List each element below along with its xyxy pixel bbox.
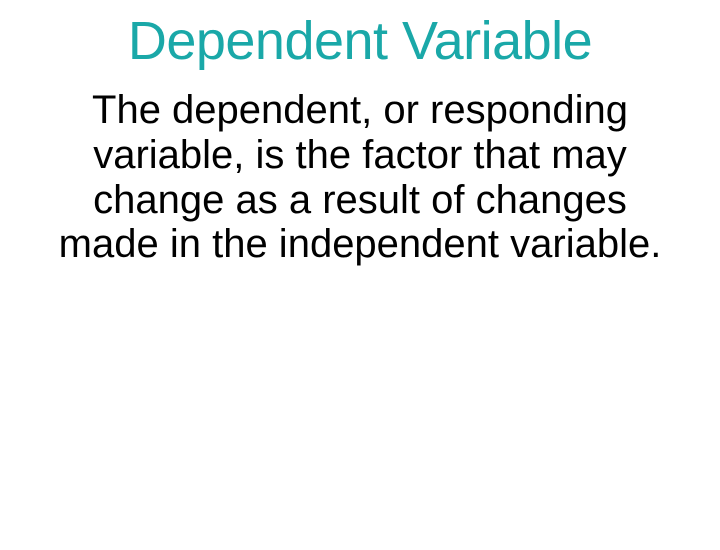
slide-title: Dependent Variable	[0, 10, 720, 72]
slide-body: The dependent, or responding variable, i…	[0, 88, 720, 267]
